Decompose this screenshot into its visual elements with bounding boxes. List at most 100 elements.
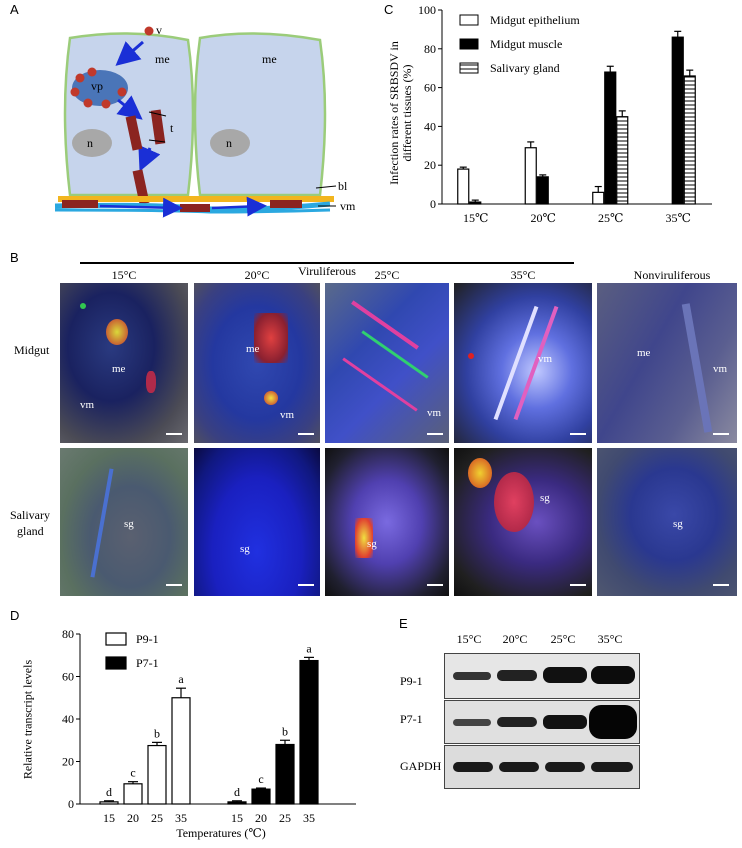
col-25: 25°C bbox=[374, 268, 400, 282]
chart-c-ytick-label: 80 bbox=[424, 42, 436, 56]
chart-d-ylabel-box: Relative transcript levels bbox=[18, 632, 38, 806]
blot-gapdh bbox=[444, 745, 640, 789]
chart-c-legend-swatch bbox=[459, 38, 479, 50]
chart-c-bar bbox=[683, 75, 696, 205]
chart-d-legend-swatch bbox=[105, 632, 127, 646]
sg-20c-image: sg bbox=[194, 448, 320, 596]
nucleus-right bbox=[210, 129, 250, 157]
midgut-25c-image: vm bbox=[325, 283, 449, 443]
chart-c-bar bbox=[524, 147, 537, 205]
sg-35c-image: sg bbox=[454, 448, 592, 596]
m15-me: me bbox=[112, 363, 126, 375]
chart-d-bar bbox=[147, 744, 167, 805]
label-n-right: n bbox=[226, 136, 232, 150]
blot-p7 bbox=[444, 700, 640, 744]
chart-c-bar bbox=[457, 168, 470, 205]
label-vp: vp bbox=[91, 79, 103, 93]
chart-d-xtick-label: 20 bbox=[255, 811, 267, 825]
row-midgut: Midgut bbox=[14, 343, 50, 357]
chart-c-legend-swatch bbox=[459, 14, 479, 26]
nucleus-left bbox=[72, 129, 112, 157]
chart-c-bar bbox=[616, 116, 629, 205]
label-v: v bbox=[156, 23, 162, 37]
panel-label-b: B bbox=[10, 250, 19, 265]
chart-d-ytick-label: 20 bbox=[62, 755, 74, 769]
chart-d-xlabel: Temperatures (℃) bbox=[176, 826, 266, 840]
col-20: 20°C bbox=[244, 268, 270, 282]
chart-d-xtick-label: 25 bbox=[279, 811, 291, 825]
label-bl: bl bbox=[338, 179, 348, 193]
m15-vm: vm bbox=[80, 399, 95, 411]
chart-c-xtick-label: 20℃ bbox=[531, 211, 556, 225]
chart-d-bar bbox=[171, 697, 191, 805]
viroplasm bbox=[72, 70, 128, 106]
s20-sg: sg bbox=[240, 543, 250, 555]
chart-d-sig-letter: a bbox=[178, 672, 184, 686]
m25-vm: vm bbox=[427, 407, 442, 419]
viruliferous-header: Viruliferous bbox=[298, 264, 356, 278]
epithelial-cell-left bbox=[63, 32, 195, 197]
m20-vm: vm bbox=[280, 409, 295, 421]
label-me-right: me bbox=[262, 52, 277, 66]
chart-d-svg: 0 20 40 60 80 d 15 c 20 b 25 a 35 d 15 c 20 b 25 a 35 P9-1 P7-… bbox=[62, 627, 356, 825]
virion bbox=[144, 26, 154, 36]
blot-col-15: 15°C bbox=[456, 632, 482, 646]
epithelial-cell-right bbox=[193, 32, 327, 197]
snv-sg: sg bbox=[673, 518, 683, 530]
chart-d-bar bbox=[251, 788, 271, 805]
sg-nonviruliferous-image: sg bbox=[597, 448, 737, 596]
midgut-15c-image: me vm bbox=[60, 283, 188, 443]
chart-c-legend-label: Midgut muscle bbox=[490, 37, 562, 51]
blot-row-gapdh: GAPDH bbox=[400, 759, 442, 773]
label-t: t bbox=[170, 121, 174, 135]
chart-d-bar bbox=[227, 801, 247, 805]
col-35: 35°C bbox=[510, 268, 536, 282]
chart-c-bar bbox=[536, 176, 549, 205]
chart-d-sig-letter: a bbox=[306, 641, 312, 655]
blot-col-25: 25°C bbox=[550, 632, 576, 646]
chart-d-legend-label: P9-1 bbox=[136, 632, 159, 646]
chart-c-ytick-label: 40 bbox=[424, 119, 436, 133]
blot-row-p7: P7-1 bbox=[400, 712, 423, 726]
chart-c-legend-swatch bbox=[459, 62, 479, 74]
s25-sg: sg bbox=[367, 538, 377, 550]
viroplasm-particles bbox=[70, 67, 127, 109]
chart-d-sig-letter: c bbox=[130, 766, 135, 780]
m20-me: me bbox=[246, 343, 260, 355]
mnv-me: me bbox=[637, 347, 651, 359]
chart-c-ytick-label: 60 bbox=[424, 81, 436, 95]
panel-label-d: D bbox=[10, 608, 20, 623]
chart-d-legend-swatch bbox=[105, 656, 127, 670]
chart-c-ytick-label: 0 bbox=[430, 197, 436, 211]
chart-d-ytick-label: 0 bbox=[68, 797, 74, 811]
label-me-left: me bbox=[155, 52, 170, 66]
blot-row-p9: P9-1 bbox=[400, 674, 423, 688]
sg-25c-image: sg bbox=[325, 448, 449, 596]
midgut-35c-image: vm bbox=[454, 283, 592, 443]
panel-label-e: E bbox=[399, 616, 408, 631]
blot-p9 bbox=[444, 653, 640, 699]
label-n-left: n bbox=[87, 136, 93, 150]
chart-d-xtick-label: 15 bbox=[103, 811, 115, 825]
chart-d-ytick-label: 60 bbox=[62, 670, 74, 684]
chart-d-xtick-label: 15 bbox=[231, 811, 243, 825]
mnv-vm: vm bbox=[713, 363, 728, 375]
chart-d-xtick-label: 25 bbox=[151, 811, 163, 825]
chart-d-sig-letter: b bbox=[154, 726, 160, 740]
chart-c-xtick-label: 25℃ bbox=[598, 211, 623, 225]
sg-15c-image: sg bbox=[60, 448, 188, 596]
label-vm: vm bbox=[340, 199, 356, 213]
s35-sg: sg bbox=[540, 492, 550, 504]
infection-route-diagram bbox=[54, 26, 337, 218]
chart-d-ytick-label: 40 bbox=[62, 712, 74, 726]
chart-c-ytick-label: 20 bbox=[424, 158, 436, 172]
chart-c-bar bbox=[671, 36, 684, 205]
chart-d-sig-letter: d bbox=[234, 785, 240, 799]
chart-d-xtick-label: 35 bbox=[303, 811, 315, 825]
chart-c-xtick-label: 15℃ bbox=[463, 211, 488, 225]
blot-col-35: 35°C bbox=[597, 632, 623, 646]
panel-label-c: C bbox=[384, 2, 394, 17]
basal-lamina bbox=[58, 196, 334, 202]
chart-c-ytick-label: 100 bbox=[418, 3, 436, 17]
chart-c-bar bbox=[604, 71, 617, 205]
